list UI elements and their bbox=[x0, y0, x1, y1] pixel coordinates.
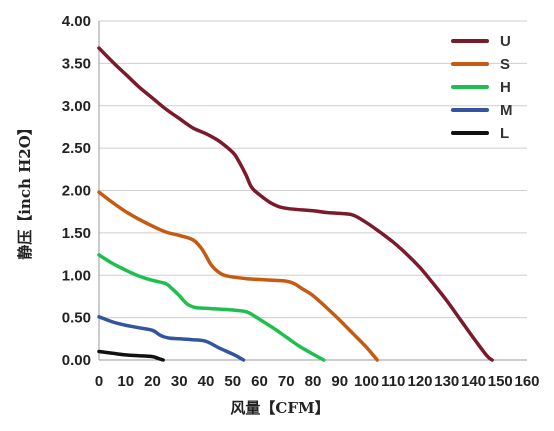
legend-label-m: M bbox=[500, 102, 513, 119]
y-tick-label: 3.00 bbox=[62, 98, 91, 115]
y-tick-label: 4.00 bbox=[62, 13, 91, 30]
series-line-u bbox=[97, 46, 494, 362]
x-tick-label: 0 bbox=[95, 373, 103, 390]
x-tick-label: 100 bbox=[354, 373, 379, 390]
x-tick-label: 20 bbox=[144, 373, 161, 390]
x-tick-label: 90 bbox=[331, 373, 348, 390]
y-tick-label: 1.50 bbox=[62, 225, 91, 242]
y-axis-title: 静压【inch H2O】 bbox=[16, 120, 34, 260]
legend-label-u: U bbox=[500, 33, 511, 50]
x-tick-label: 50 bbox=[224, 373, 241, 390]
legend-label-s: S bbox=[500, 56, 510, 73]
x-tick-label: 130 bbox=[434, 373, 459, 390]
x-tick-label: 120 bbox=[407, 373, 432, 390]
x-tick-label: 160 bbox=[514, 373, 539, 390]
x-tick-label: 150 bbox=[488, 373, 513, 390]
y-tick-label: 1.00 bbox=[62, 267, 91, 284]
series-lines bbox=[97, 46, 494, 362]
y-tick-label: 2.50 bbox=[62, 140, 91, 157]
x-tick-label: 30 bbox=[171, 373, 188, 390]
series-line-m bbox=[97, 315, 246, 362]
tick-labels: 0.00 0.50 1.00 1.50 2.00 2.50 3.00 3.50 4.00 0 10 2… bbox=[62, 13, 540, 390]
x-tick-label: 70 bbox=[278, 373, 295, 390]
series-line-s bbox=[97, 190, 379, 362]
y-tick-label: 3.50 bbox=[62, 55, 91, 72]
y-tick-label: 0.00 bbox=[62, 352, 91, 369]
gridlines bbox=[99, 20, 527, 361]
x-tick-label: 40 bbox=[198, 373, 215, 390]
x-tick-label: 10 bbox=[117, 373, 134, 390]
x-tick-label: 60 bbox=[251, 373, 268, 390]
x-axis-title: 风量【CFM】 bbox=[230, 399, 329, 417]
series-line-h bbox=[97, 253, 326, 362]
y-tick-label: 2.00 bbox=[62, 183, 91, 200]
series-line-l bbox=[97, 349, 165, 362]
x-tick-label: 140 bbox=[461, 373, 486, 390]
legend-label-l: L bbox=[500, 125, 509, 142]
legend-label-h: H bbox=[500, 79, 511, 96]
x-tick-label: 80 bbox=[305, 373, 322, 390]
y-tick-label: 0.50 bbox=[62, 310, 91, 327]
x-tick-label: 110 bbox=[381, 373, 405, 390]
